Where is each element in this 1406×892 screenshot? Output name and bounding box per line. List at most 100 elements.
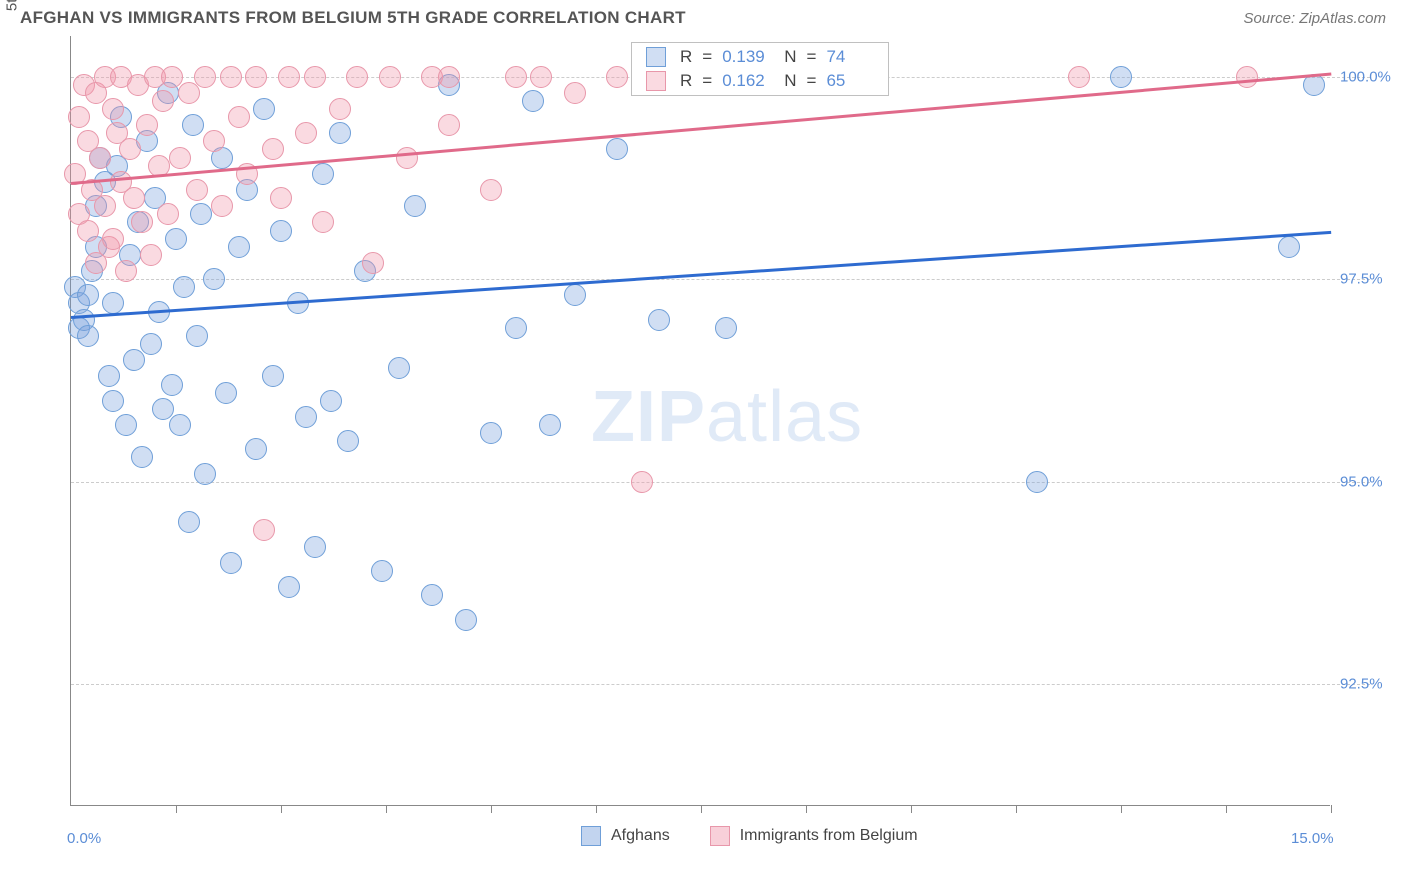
x-tick [596,805,597,813]
scatter-point [140,244,162,266]
scatter-point [123,187,145,209]
legend-label: Afghans [611,827,670,845]
legend-item: Immigrants from Belgium [710,826,918,846]
scatter-point [140,333,162,355]
scatter-point [245,66,267,88]
x-tick [806,805,807,813]
scatter-point [165,228,187,250]
scatter-point [564,284,586,306]
plot-area: ZIPatlas 92.5%95.0%97.5%100.0%0.0%15.0%R… [70,36,1330,806]
equals-sign: = [702,71,712,91]
scatter-point [379,66,401,88]
scatter-point [371,560,393,582]
scatter-point [161,374,183,396]
scatter-point [190,203,212,225]
scatter-point [631,471,653,493]
scatter-point [1026,471,1048,493]
scatter-point [131,211,153,233]
scatter-point [564,82,586,104]
scatter-point [136,114,158,136]
scatter-point [362,252,384,274]
x-axis-end-label: 0.0% [67,830,101,847]
scatter-point [304,536,326,558]
scatter-point [1110,66,1132,88]
scatter-point [606,66,628,88]
scatter-point [262,138,284,160]
y-tick-label: 92.5% [1340,676,1400,693]
scatter-point [220,552,242,574]
scatter-point [169,147,191,169]
scatter-point [253,98,275,120]
legend-item: Afghans [581,826,670,846]
scatter-point [152,90,174,112]
scatter-point [337,430,359,452]
watermark-atlas: atlas [706,377,863,457]
legend-label: Immigrants from Belgium [740,827,918,845]
scatter-point [505,66,527,88]
scatter-point [295,406,317,428]
x-tick [911,805,912,813]
scatter-point [329,98,351,120]
scatter-point [270,220,292,242]
x-tick [1226,805,1227,813]
scatter-point [94,195,116,217]
scatter-point [77,325,99,347]
scatter-point [278,66,300,88]
x-tick [491,805,492,813]
scatter-point [102,390,124,412]
stats-row: R=0.139N=74 [632,45,888,69]
scatter-point [253,519,275,541]
equals-sign: = [807,71,817,91]
y-tick-label: 100.0% [1340,68,1400,85]
gridline [71,279,1370,280]
watermark: ZIPatlas [591,376,863,458]
scatter-point [438,114,460,136]
scatter-point [194,463,216,485]
watermark-zip: ZIP [591,377,706,457]
scatter-point [89,147,111,169]
trendline [71,231,1331,319]
equals-sign: = [702,47,712,67]
scatter-point [715,317,737,339]
scatter-point [480,422,502,444]
scatter-point [245,438,267,460]
scatter-point [320,390,342,412]
x-tick [1121,805,1122,813]
scatter-point [178,82,200,104]
y-tick-label: 97.5% [1340,271,1400,288]
scatter-point [530,66,552,88]
scatter-point [312,163,334,185]
scatter-point [173,276,195,298]
scatter-point [161,66,183,88]
scatter-point [215,382,237,404]
scatter-point [1278,236,1300,258]
stats-box: R=0.139N=74R=0.162N=65 [631,42,889,96]
scatter-point [278,576,300,598]
scatter-point [182,114,204,136]
scatter-point [329,122,351,144]
scatter-point [228,106,250,128]
gridline [71,684,1370,685]
y-tick-label: 95.0% [1340,473,1400,490]
scatter-point [115,260,137,282]
scatter-point [68,106,90,128]
stat-n-label: N [784,47,796,67]
stat-r-value: 0.162 [722,71,770,91]
scatter-point [119,138,141,160]
source-credit: Source: ZipAtlas.com [1243,10,1386,27]
scatter-point [102,292,124,314]
scatter-point [203,130,225,152]
scatter-point [438,66,460,88]
scatter-point [228,236,250,258]
scatter-point [312,211,334,233]
scatter-point [123,349,145,371]
gridline [71,482,1370,483]
scatter-point [1236,66,1258,88]
series-swatch [646,71,666,91]
stat-n-label: N [784,71,796,91]
stat-r-value: 0.139 [722,47,770,67]
stat-r-label: R [680,71,692,91]
stat-n-value: 65 [826,71,874,91]
chart-title: AFGHAN VS IMMIGRANTS FROM BELGIUM 5TH GR… [20,8,686,28]
scatter-point [304,66,326,88]
